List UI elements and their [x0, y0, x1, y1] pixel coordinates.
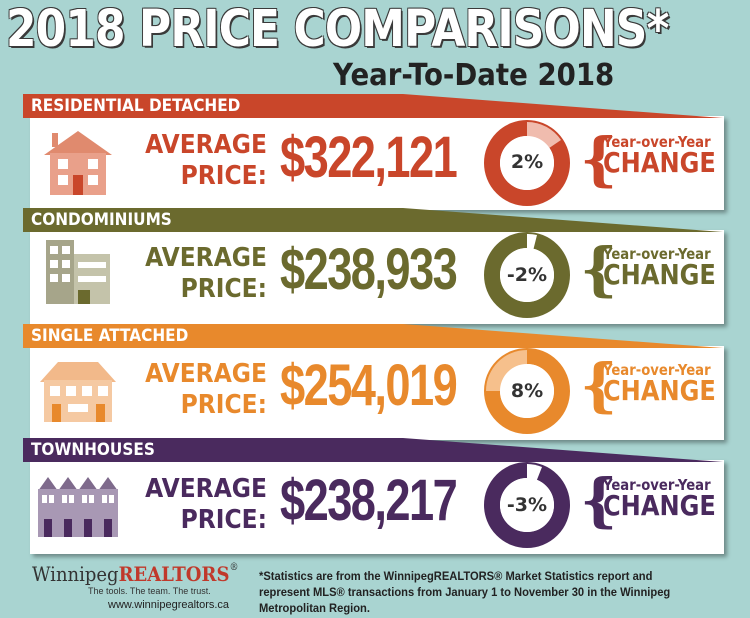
average-label-line2: PRICE:: [180, 274, 267, 304]
change-label: CHANGE: [603, 258, 716, 291]
average-price-value: $322,121: [280, 125, 458, 190]
average-label-line1: AVERAGE: [145, 359, 267, 389]
section-category-label: RESIDENTIAL DETACHED: [31, 96, 241, 116]
change-donut: [484, 120, 570, 206]
change-label: CHANGE: [603, 374, 716, 407]
logo-text-part1: Winnipeg: [32, 562, 119, 586]
logo-registered-mark: ®: [229, 562, 239, 573]
average-label: AVERAGE PRICE:: [139, 474, 267, 536]
section-panel: [30, 116, 724, 210]
section-category-label: TOWNHOUSES: [31, 440, 155, 460]
section-category-label: CONDOMINIUMS: [31, 210, 172, 230]
change-percent: 8%: [510, 380, 544, 402]
average-price-value: $238,217: [280, 468, 458, 533]
average-label: AVERAGE PRICE:: [139, 359, 267, 421]
website-url[interactable]: www.winnipegrealtors.ca: [108, 599, 230, 611]
change-label: CHANGE: [603, 489, 716, 522]
logo-text-part2: REALTORS: [118, 562, 230, 586]
change-percent: -3%: [506, 494, 548, 516]
winnipeg-realtors-logo: WinnipegREALTORS®: [32, 562, 238, 586]
change-donut: [484, 232, 570, 318]
average-label: AVERAGE PRICE:: [139, 130, 267, 192]
section-panel: [30, 346, 724, 440]
average-label: AVERAGE PRICE:: [139, 243, 267, 305]
change-donut: [484, 462, 570, 548]
average-label-line2: PRICE:: [180, 390, 267, 420]
average-label-line1: AVERAGE: [145, 130, 267, 160]
section-panel: [30, 230, 724, 324]
logo-tagline: The tools. The team. The trust.: [88, 586, 211, 596]
page-title: 2018 PRICE COMPARISONS*: [6, 0, 669, 59]
yoy-label: Year-over-Year: [603, 476, 711, 494]
duplex-house-icon: [40, 362, 116, 422]
townhouse-row-icon: [38, 477, 118, 537]
average-label-line2: PRICE:: [180, 505, 267, 535]
house-icon: [44, 131, 112, 195]
change-donut: [484, 348, 570, 434]
brace-icon: {: [580, 351, 618, 419]
statistics-footnote: *Statistics are from the WinnipegREALTOR…: [259, 569, 671, 615]
section-category-label: SINGLE ATTACHED: [31, 326, 189, 346]
average-label-line1: AVERAGE: [145, 243, 267, 273]
brace-icon: {: [580, 235, 618, 303]
change-percent: 2%: [510, 151, 544, 173]
page-subtitle: Year-To-Date 2018: [333, 58, 615, 93]
average-label-line1: AVERAGE: [145, 474, 267, 504]
yoy-label: Year-over-Year: [603, 133, 711, 151]
average-price-value: $254,019: [280, 353, 458, 418]
yoy-label: Year-over-Year: [603, 361, 711, 379]
change-percent: -2%: [506, 264, 548, 286]
section-panel: [30, 460, 724, 554]
condo-building-icon: [46, 240, 110, 304]
brace-icon: {: [580, 125, 618, 193]
brace-icon: {: [580, 466, 618, 534]
average-label-line2: PRICE:: [180, 161, 267, 191]
change-label: CHANGE: [603, 146, 716, 179]
yoy-label: Year-over-Year: [603, 245, 711, 263]
average-price-value: $238,933: [280, 237, 458, 302]
